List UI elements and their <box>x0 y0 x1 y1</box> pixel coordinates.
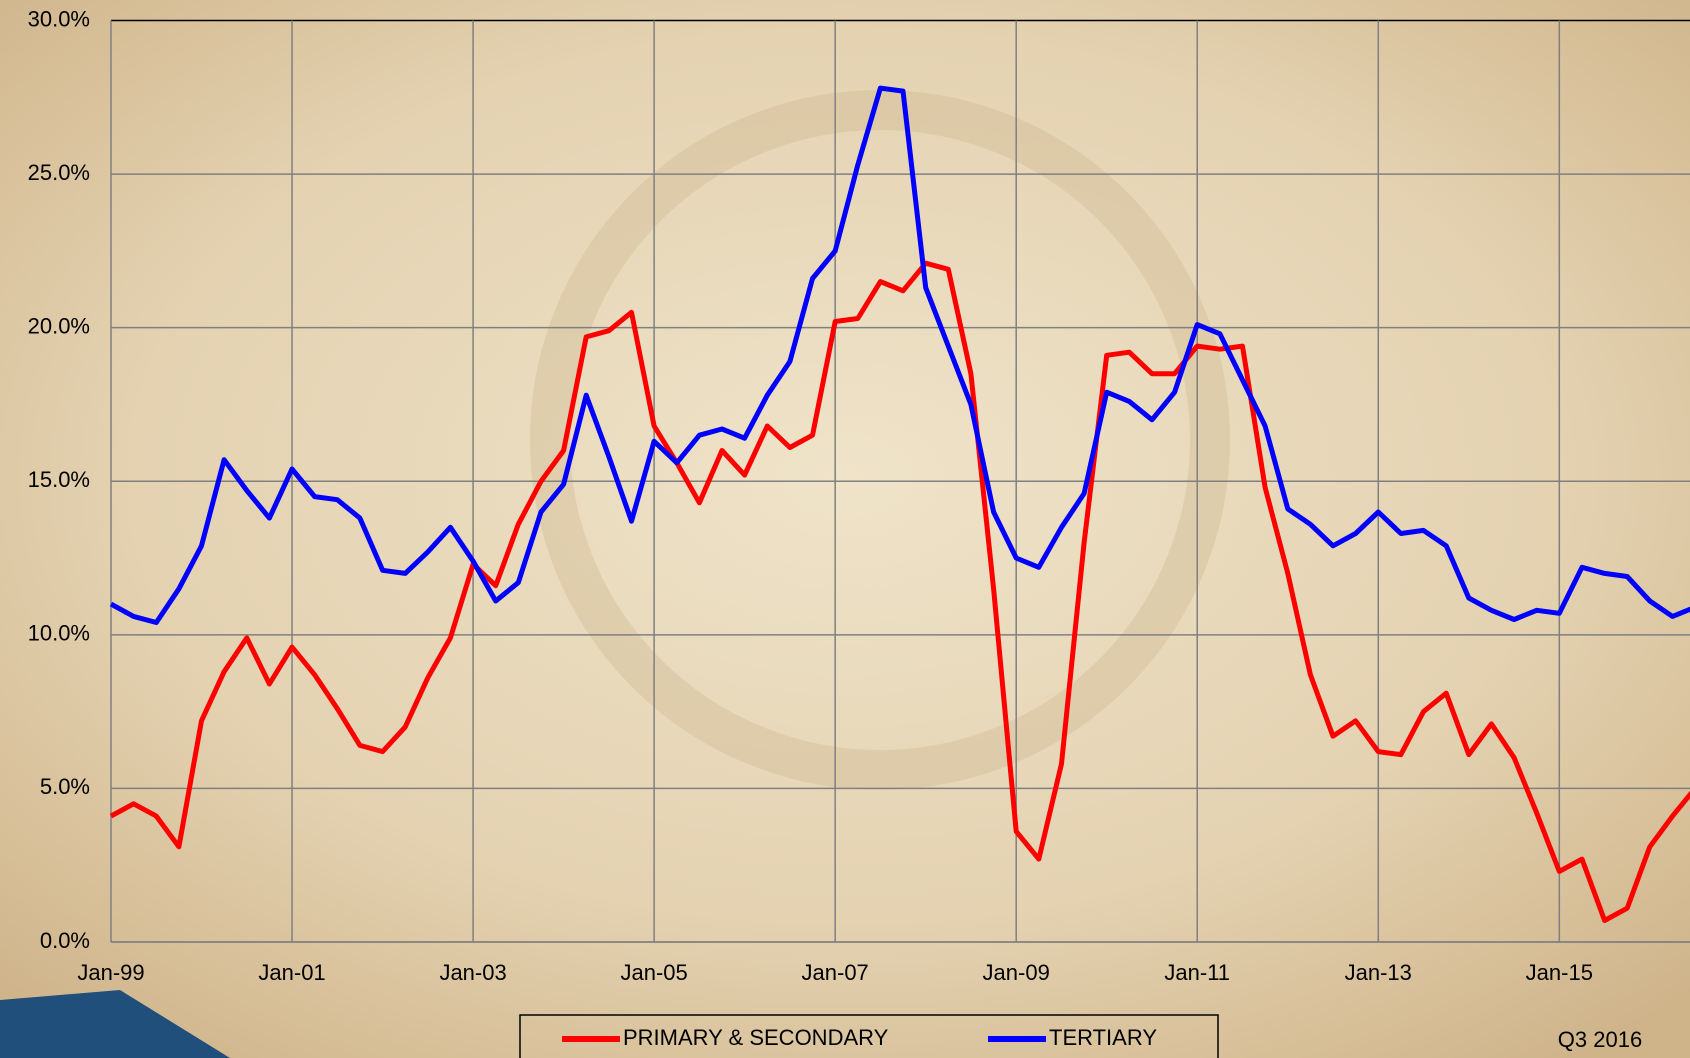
x-tick-label: Jan-13 <box>1345 960 1412 985</box>
logo <box>0 990 230 1058</box>
series-line <box>109 260 1690 923</box>
legend-label: PRIMARY & SECONDARY <box>623 1025 889 1050</box>
x-tick-label: Jan-07 <box>802 960 869 985</box>
x-tick-label: Jan-15 <box>1526 960 1593 985</box>
y-tick-label: 5.0% <box>40 774 90 799</box>
decor <box>530 90 1230 790</box>
y-tick-label: 30.0% <box>28 6 90 31</box>
x-tick-label: Jan-11 <box>1164 960 1230 985</box>
x-tick-label: Jan-99 <box>77 960 144 985</box>
x-tick-label: Jan-05 <box>620 960 687 985</box>
y-tick-label: 20.0% <box>28 313 90 338</box>
x-tick-label: Jan-03 <box>439 960 506 985</box>
x-tick-label: Jan-09 <box>983 960 1050 985</box>
y-tick-label: 15.0% <box>28 467 90 492</box>
series-line <box>109 85 1690 625</box>
annotation: Q3 2016 <box>1558 1027 1642 1052</box>
y-tick-label: 25.0% <box>28 160 90 185</box>
y-tick-label: 0.0% <box>40 928 90 953</box>
legend-box <box>519 1014 1219 1058</box>
x-tick-label: Jan-01 <box>258 960 325 985</box>
y-tick-label: 10.0% <box>28 621 90 646</box>
legend-label: TERTIARY <box>1049 1025 1157 1050</box>
